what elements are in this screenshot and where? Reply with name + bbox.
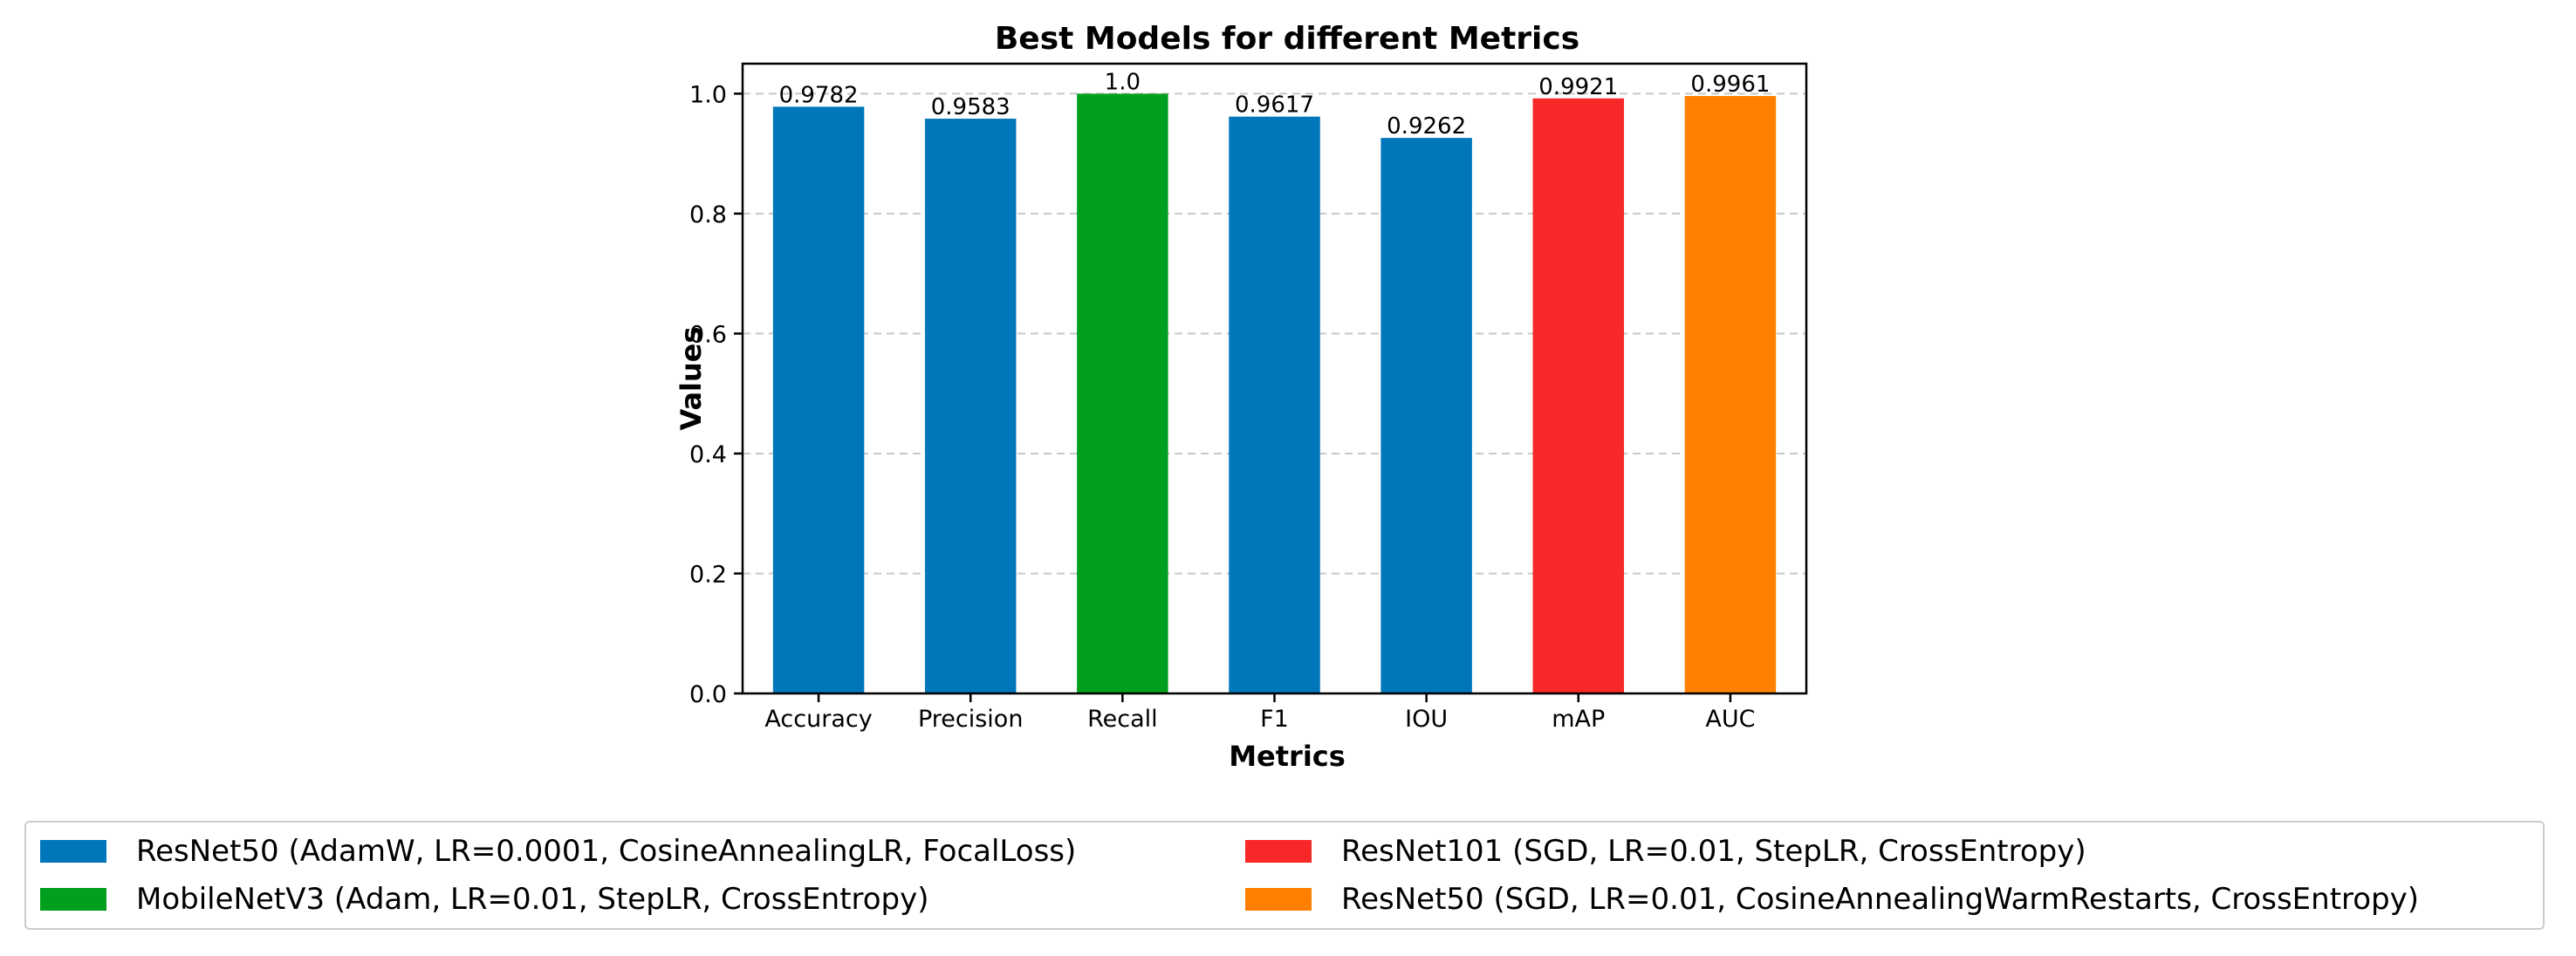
y-tick-label: 0.2: [689, 561, 727, 588]
legend-label: ResNet101 (SGD, LR=0.01, StepLR, CrossEn…: [1341, 834, 2086, 869]
legend-label: ResNet50 (SGD, LR=0.01, CosineAnnealingW…: [1341, 882, 2420, 917]
legend-item-resnet101: ResNet101 (SGD, LR=0.01, StepLR, CrossEn…: [1245, 830, 2086, 873]
x-axis-label: Metrics: [1229, 740, 1346, 773]
y-tick-label: 1.0: [689, 81, 727, 108]
y-tick-label: 0.6: [689, 321, 727, 348]
legend-swatch: [1245, 840, 1312, 863]
legend-swatch: [40, 888, 106, 911]
legend-label: ResNet50 (AdamW, LR=0.0001, CosineAnneal…: [136, 834, 1077, 869]
x-tick-label: F1: [1260, 706, 1289, 733]
value-label-f1: 0.9617: [1235, 92, 1314, 119]
y-axis: 0.0 0.2 0.4 0.6 0.8 1.0: [689, 81, 743, 708]
x-tick-label: AUC: [1705, 706, 1755, 733]
value-label-map: 0.9921: [1538, 74, 1618, 100]
x-axis: Accuracy Precision Recall F1 IOU mAP AUC: [764, 693, 1755, 733]
bar-map: [1532, 98, 1625, 694]
y-axis-label: Values: [675, 326, 708, 430]
legend-item-mobilenetv3: MobileNetV3 (Adam, LR=0.01, StepLR, Cros…: [40, 877, 929, 921]
legend-swatch: [40, 840, 106, 863]
chart-title: Best Models for different Metrics: [995, 21, 1579, 57]
bar-precision: [924, 119, 1017, 693]
x-tick-label: mAP: [1552, 706, 1605, 733]
value-labels: 0.9782 0.9583 1.0 0.9617 0.9262 0.9921 0.9961: [779, 69, 1771, 140]
bar-recall: [1077, 93, 1168, 693]
y-tick-label: 0.0: [689, 681, 727, 708]
value-label-accuracy: 0.9782: [779, 82, 859, 108]
bar-accuracy: [772, 106, 865, 694]
bars: [772, 93, 1777, 694]
value-label-precision: 0.9583: [931, 94, 1011, 120]
y-tick-label: 0.4: [689, 441, 727, 468]
x-tick-label: Accuracy: [764, 706, 872, 733]
legend-item-resnet50-adamw: ResNet50 (AdamW, LR=0.0001, CosineAnneal…: [40, 830, 1076, 873]
bar-iou: [1380, 138, 1472, 693]
y-tick-label: 0.8: [689, 201, 727, 229]
bar-f1: [1229, 116, 1320, 693]
value-label-iou: 0.9262: [1387, 113, 1466, 140]
legend-item-resnet50-sgd: ResNet50 (SGD, LR=0.01, CosineAnnealingW…: [1245, 877, 2419, 921]
x-tick-label: IOU: [1405, 706, 1448, 733]
value-label-recall: 1.0: [1105, 69, 1141, 95]
bar-auc: [1684, 96, 1777, 693]
legend: ResNet50 (AdamW, LR=0.0001, CosineAnneal…: [24, 821, 2545, 930]
x-tick-label: Recall: [1087, 706, 1158, 733]
legend-swatch: [1245, 888, 1312, 911]
value-label-auc: 0.9961: [1690, 72, 1770, 98]
legend-label: MobileNetV3 (Adam, LR=0.01, StepLR, Cros…: [136, 882, 929, 917]
x-tick-label: Precision: [918, 706, 1023, 733]
